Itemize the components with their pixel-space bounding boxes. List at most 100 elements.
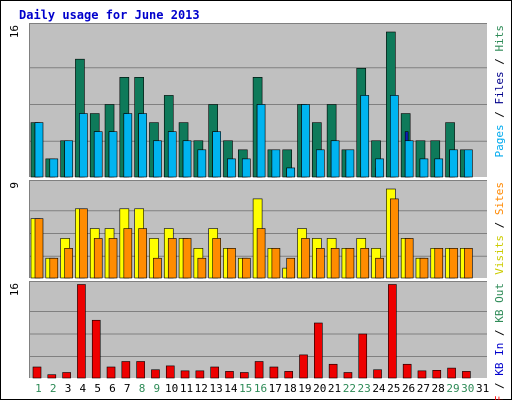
- side-label-part: KB Out: [493, 283, 506, 323]
- chart-title: Daily usage for June 2013: [19, 8, 200, 22]
- x-tick-label: 19: [298, 382, 311, 395]
- bar-visits-sites: [197, 257, 207, 279]
- x-tick-label: 13: [209, 382, 222, 395]
- x-tick-label: 8: [139, 382, 146, 395]
- bar-hits-pages: [241, 158, 251, 178]
- x-tick-label: 24: [372, 382, 386, 395]
- bar-visits-sites: [256, 228, 266, 279]
- bar-kbytes-kbytes: [32, 366, 42, 379]
- bar-hits-pages: [167, 131, 177, 178]
- bar-kbytes-kbytes: [358, 333, 368, 379]
- bar-visits-sites: [345, 248, 355, 279]
- side-label-part: /: [493, 215, 506, 235]
- bar-kbytes-kbytes: [432, 369, 442, 379]
- bar-hits-pages: [34, 122, 44, 178]
- bar-visits-sites: [449, 248, 458, 279]
- bar-visits-sites: [108, 238, 118, 279]
- side-label-part: /: [493, 323, 506, 343]
- x-tick-label: 2: [50, 382, 57, 395]
- bar-visits-sites: [375, 257, 384, 279]
- x-tick-label: 21: [328, 382, 341, 395]
- bar-visits-sites: [360, 248, 370, 279]
- x-tick-label: 3: [65, 382, 72, 395]
- bar-hits-pages: [286, 167, 296, 178]
- bar-visits-sites: [212, 238, 221, 279]
- bar-hits-pages: [464, 149, 473, 178]
- bar-hits-pages: [345, 149, 355, 178]
- x-tick-label: 29: [446, 382, 459, 395]
- side-label-part: /: [493, 105, 506, 125]
- x-tick-label: 17: [269, 382, 282, 395]
- bar-hits-pages: [449, 149, 458, 178]
- x-tick-label: 7: [124, 382, 131, 395]
- bar-hits-pages: [197, 149, 207, 178]
- bar-kbytes-kbytes: [462, 371, 471, 379]
- bar-kbytes-kbytes: [225, 371, 234, 379]
- bar-kbytes-kbytes: [210, 366, 219, 379]
- bar-hits-pages: [434, 158, 444, 178]
- bar-hits-pages: [108, 131, 118, 178]
- bar-hits-pages: [419, 158, 429, 178]
- bar-kbytes-kbytes: [314, 322, 323, 379]
- bar-visits-sites: [79, 208, 88, 279]
- bar-visits-sites: [49, 257, 59, 279]
- ymax-label-hits: 16: [8, 25, 21, 38]
- x-tick-label: 15: [239, 382, 252, 395]
- bar-hits-pages: [271, 149, 281, 178]
- bar-kbytes-kbytes: [447, 367, 456, 379]
- x-tick-label: 25: [387, 382, 400, 395]
- side-label-hits: Pages / Files / Hits: [493, 25, 506, 158]
- bar-hits-pages: [64, 140, 73, 178]
- bar-visits-sites: [182, 238, 192, 279]
- side-label-part: /: [493, 376, 506, 396]
- bar-kbytes-kbytes: [165, 365, 175, 379]
- x-tick-label: 30: [461, 382, 474, 395]
- bar-visits-sites: [464, 248, 473, 279]
- x-tick-label: 14: [224, 382, 238, 395]
- bar-visits-sites: [271, 248, 281, 279]
- bar-hits-pages: [79, 113, 88, 178]
- bar-visits-sites: [390, 198, 399, 279]
- bar-hits-pages: [404, 140, 414, 178]
- bar-visits-sites: [316, 248, 325, 279]
- bar-kbytes-kbytes: [136, 361, 145, 379]
- bar-hits-pages: [316, 149, 325, 178]
- bar-kbytes-kbytes: [77, 284, 86, 379]
- bar-kbytes-kbytes: [91, 319, 101, 379]
- side-label-part: Pages: [493, 124, 506, 157]
- bar-kbytes-kbytes: [373, 369, 382, 379]
- x-tick-label: 11: [180, 382, 193, 395]
- side-label-kbytes: KB F / KB In / KB Out: [493, 283, 506, 400]
- ymax-label-visits: 9: [8, 182, 21, 189]
- x-tick-label: 23: [358, 382, 371, 395]
- bar-kbytes-kbytes: [328, 363, 338, 379]
- bar-kbytes-kbytes: [299, 354, 308, 379]
- bar-visits-sites: [34, 218, 44, 279]
- x-tick-label: 6: [109, 382, 116, 395]
- side-label-part: /: [493, 52, 506, 72]
- bar-hits-pages: [182, 140, 192, 178]
- side-label-part: Hits: [493, 25, 506, 52]
- bar-hits-pages: [360, 95, 370, 178]
- bar-visits-sites: [404, 238, 414, 279]
- bar-hits-pages: [330, 140, 340, 178]
- bar-visits-sites: [301, 238, 310, 279]
- x-tick-label: 31: [476, 382, 489, 395]
- bar-hits-pages: [153, 140, 162, 178]
- bar-kbytes-kbytes: [284, 371, 294, 379]
- bar-kbytes-kbytes: [343, 372, 353, 379]
- x-tick-label: 1: [35, 382, 42, 395]
- bar-hits-pages: [375, 158, 384, 178]
- x-tick-label: 18: [283, 382, 296, 395]
- bar-kbytes-kbytes: [269, 366, 279, 379]
- bar-kbytes-kbytes: [106, 366, 116, 379]
- bar-kbytes-kbytes: [402, 363, 412, 379]
- x-tick-label: 4: [80, 382, 87, 395]
- x-tick-label: 5: [94, 382, 101, 395]
- bar-kbytes-kbytes: [47, 374, 57, 379]
- bar-kbytes-kbytes: [417, 370, 427, 379]
- bar-visits-sites: [241, 257, 251, 279]
- bar-hits-pages: [49, 158, 59, 178]
